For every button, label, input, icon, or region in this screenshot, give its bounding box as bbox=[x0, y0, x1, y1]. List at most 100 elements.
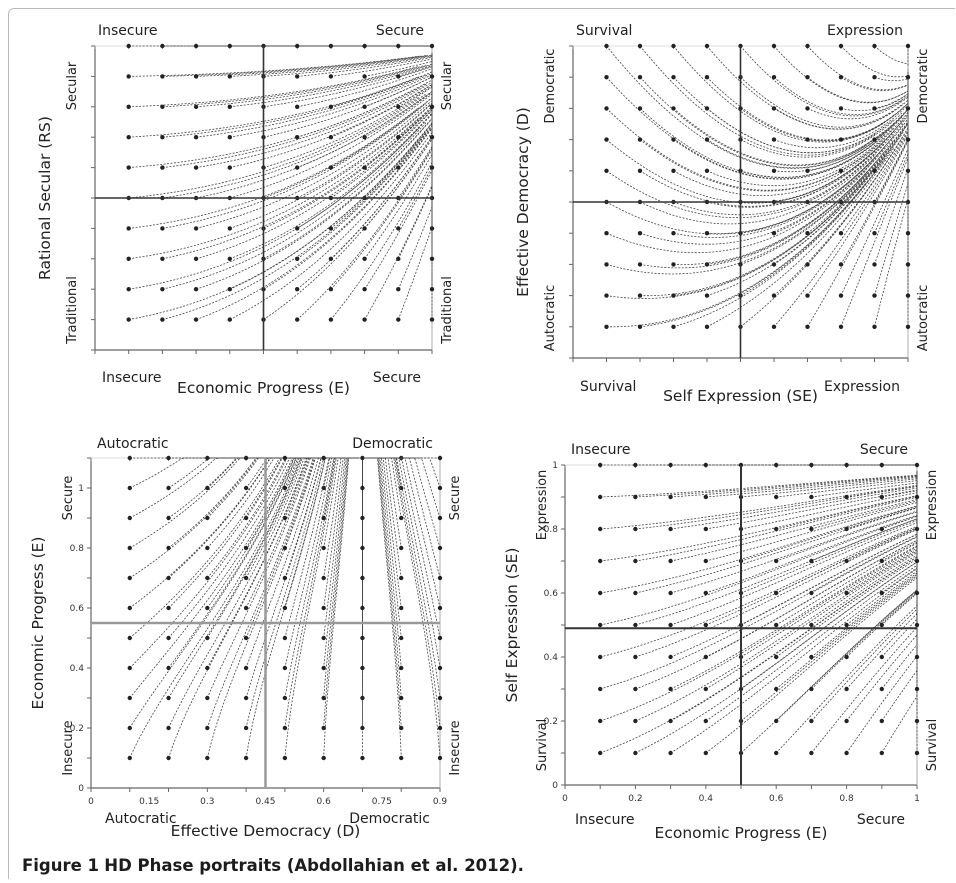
start-point bbox=[704, 324, 710, 329]
start-point bbox=[805, 262, 810, 267]
trajectory bbox=[706, 147, 895, 328]
trajectory bbox=[365, 457, 402, 549]
start-point bbox=[396, 287, 401, 292]
start-point bbox=[127, 545, 132, 551]
start-point bbox=[914, 590, 920, 596]
trajectory bbox=[229, 79, 433, 168]
start-point bbox=[437, 575, 443, 581]
start-point bbox=[872, 75, 877, 80]
x-tick-label: 0.75 bbox=[372, 797, 392, 807]
start-point bbox=[703, 462, 708, 468]
y-tick-label: 0.4 bbox=[70, 664, 85, 674]
start-point bbox=[844, 750, 849, 756]
left-label-top: Expression bbox=[535, 470, 550, 541]
trajectory bbox=[245, 457, 351, 639]
start-point bbox=[360, 545, 365, 551]
trajectory bbox=[600, 535, 918, 690]
start-point bbox=[905, 137, 911, 142]
y-tick-label: 0.4 bbox=[544, 653, 559, 663]
start-point bbox=[905, 75, 911, 80]
trajectory bbox=[706, 131, 895, 208]
trajectory bbox=[706, 135, 895, 234]
trajectory bbox=[740, 514, 918, 690]
start-point bbox=[703, 494, 708, 500]
start-point bbox=[429, 135, 435, 140]
start-point bbox=[362, 165, 367, 170]
start-point bbox=[704, 106, 710, 111]
figure-frame bbox=[8, 8, 955, 879]
start-point bbox=[328, 165, 334, 170]
start-point bbox=[671, 293, 676, 298]
start-point bbox=[704, 75, 710, 80]
start-point bbox=[399, 515, 404, 521]
start-point bbox=[838, 293, 844, 298]
start-point bbox=[668, 750, 673, 756]
trajectory bbox=[128, 117, 420, 260]
right-label-bottom: Traditional bbox=[440, 276, 455, 345]
x-tick-label: 0.9 bbox=[433, 797, 448, 807]
start-point bbox=[399, 605, 404, 611]
start-point bbox=[838, 106, 844, 111]
start-point bbox=[360, 695, 365, 701]
trajectory bbox=[364, 66, 433, 138]
trajectory bbox=[366, 457, 402, 669]
trajectory bbox=[600, 546, 918, 722]
x-tick-label: 0.6 bbox=[769, 794, 784, 804]
trajectory bbox=[606, 177, 868, 299]
start-point bbox=[437, 545, 443, 551]
start-point bbox=[771, 106, 777, 111]
trajectory bbox=[207, 457, 351, 519]
left-label-bottom: Traditional bbox=[65, 276, 80, 345]
trajectory bbox=[635, 474, 918, 498]
trajectory bbox=[740, 45, 904, 117]
start-point bbox=[774, 590, 779, 596]
start-point bbox=[844, 590, 849, 596]
trajectory bbox=[635, 501, 918, 594]
start-point bbox=[160, 104, 165, 110]
top-label-left: Autocratic bbox=[97, 436, 169, 452]
trajectory bbox=[740, 119, 904, 203]
trajectory bbox=[229, 71, 433, 138]
bottom-label-right: Secure bbox=[857, 812, 905, 828]
start-point bbox=[704, 137, 710, 142]
trajectory bbox=[840, 83, 909, 140]
trajectory bbox=[635, 538, 918, 722]
start-point bbox=[844, 654, 849, 660]
trajectory bbox=[846, 507, 918, 690]
trajectory bbox=[330, 60, 433, 108]
trajectory bbox=[635, 510, 918, 626]
start-point bbox=[774, 654, 779, 660]
start-point bbox=[879, 622, 884, 628]
start-point bbox=[328, 317, 334, 322]
trajectory bbox=[263, 85, 433, 199]
start-point bbox=[429, 43, 435, 49]
top-label-right: Expression bbox=[827, 23, 903, 39]
trajectory bbox=[263, 109, 433, 290]
start-point bbox=[429, 165, 435, 170]
start-point bbox=[362, 43, 367, 49]
start-point bbox=[160, 135, 165, 140]
trajectory bbox=[600, 474, 918, 498]
start-point bbox=[671, 137, 676, 142]
start-point bbox=[771, 137, 777, 142]
start-point bbox=[328, 226, 334, 231]
panel-3 bbox=[87, 455, 443, 792]
start-point bbox=[429, 317, 435, 322]
trajectory bbox=[206, 457, 347, 639]
trajectory bbox=[245, 457, 344, 759]
start-point bbox=[205, 485, 210, 491]
start-point bbox=[598, 686, 603, 692]
trajectory bbox=[740, 529, 918, 754]
trajectory bbox=[162, 103, 427, 229]
trajectory bbox=[874, 71, 909, 82]
start-point bbox=[127, 695, 132, 701]
right-label-bottom: Insecure bbox=[448, 720, 463, 775]
start-point bbox=[160, 226, 165, 231]
start-point bbox=[399, 755, 404, 761]
trajectory bbox=[670, 473, 918, 498]
start-point bbox=[604, 231, 609, 236]
start-point bbox=[126, 43, 131, 49]
trajectory bbox=[297, 83, 433, 199]
start-point bbox=[243, 515, 249, 521]
start-point bbox=[703, 750, 708, 756]
